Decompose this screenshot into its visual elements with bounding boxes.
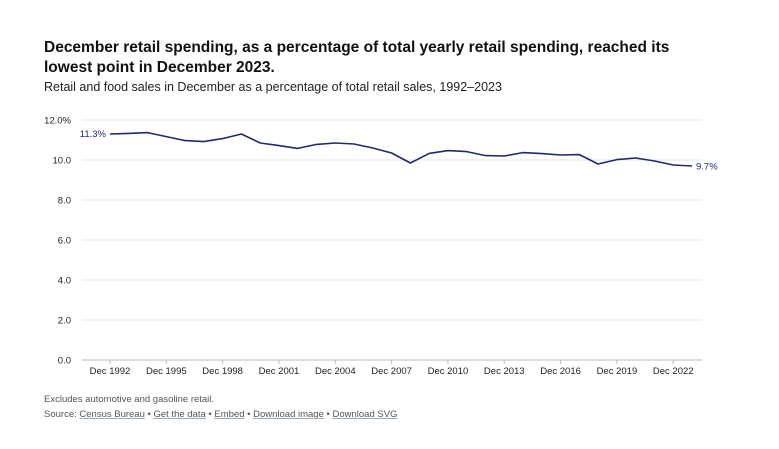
x-tick-label: Dec 1995 — [146, 366, 187, 377]
x-tick-label: Dec 1992 — [90, 366, 131, 377]
y-tick-label: 10.0 — [53, 156, 72, 167]
y-tick-label: 6.0 — [58, 236, 71, 247]
x-tick-label: Dec 2001 — [259, 366, 300, 377]
y-tick-label: 0.0 — [58, 356, 71, 367]
embed-link[interactable]: Embed — [214, 409, 245, 420]
chart-subtitle: Retail and food sales in December as a p… — [44, 80, 502, 94]
separator: • — [147, 409, 151, 420]
x-tick-label: Dec 2022 — [653, 366, 694, 377]
last-value-label: 9.7% — [696, 162, 718, 173]
y-tick-label: 12.0% — [44, 116, 71, 127]
line-chart: 0.02.04.06.08.010.012.0% Dec 1992 Dec 199… — [44, 116, 718, 378]
source-link[interactable]: Census Bureau — [79, 409, 145, 420]
x-tick-label: Dec 2010 — [428, 366, 469, 377]
x-tick-label: Dec 2013 — [484, 366, 525, 377]
x-tick-label: Dec 2007 — [371, 366, 412, 377]
source-prefix: Source: — [44, 409, 77, 420]
get-data-link[interactable]: Get the data — [153, 409, 206, 420]
y-tick-label: 2.0 — [58, 316, 71, 327]
gridlines — [82, 119, 702, 361]
series-line — [109, 131, 693, 167]
x-tick-label: Dec 2016 — [540, 366, 581, 377]
first-value-label: 11.3% — [80, 129, 107, 140]
chart-title: December retail spending, as a percentag… — [44, 39, 670, 76]
separator: • — [208, 409, 212, 420]
y-tick-label: 8.0 — [58, 196, 71, 207]
x-tick-label: Dec 1998 — [202, 366, 243, 377]
download-svg-link[interactable]: Download SVG — [332, 409, 398, 420]
download-image-link[interactable]: Download image — [253, 409, 324, 420]
source-line: Source: Census Bureau • Get the data • E… — [44, 409, 397, 420]
y-tick-label: 4.0 — [58, 276, 71, 287]
separator: • — [326, 409, 330, 420]
chart-note: Excludes automotive and gasoline retail. — [44, 394, 215, 405]
x-axis-ticks: Dec 1992 Dec 1995 Dec 1998 Dec 2001 Dec 2004… — [90, 360, 694, 377]
x-tick-label: Dec 2019 — [597, 366, 638, 377]
end-labels: 11.3% 9.7% — [80, 129, 718, 173]
y-axis-ticks: 0.0 2.0 4.0 6.0 8.0 10.0 12.0% — [44, 116, 71, 367]
x-tick-label: Dec 2004 — [315, 366, 356, 377]
series-line-group — [109, 131, 693, 167]
separator: • — [247, 409, 251, 420]
